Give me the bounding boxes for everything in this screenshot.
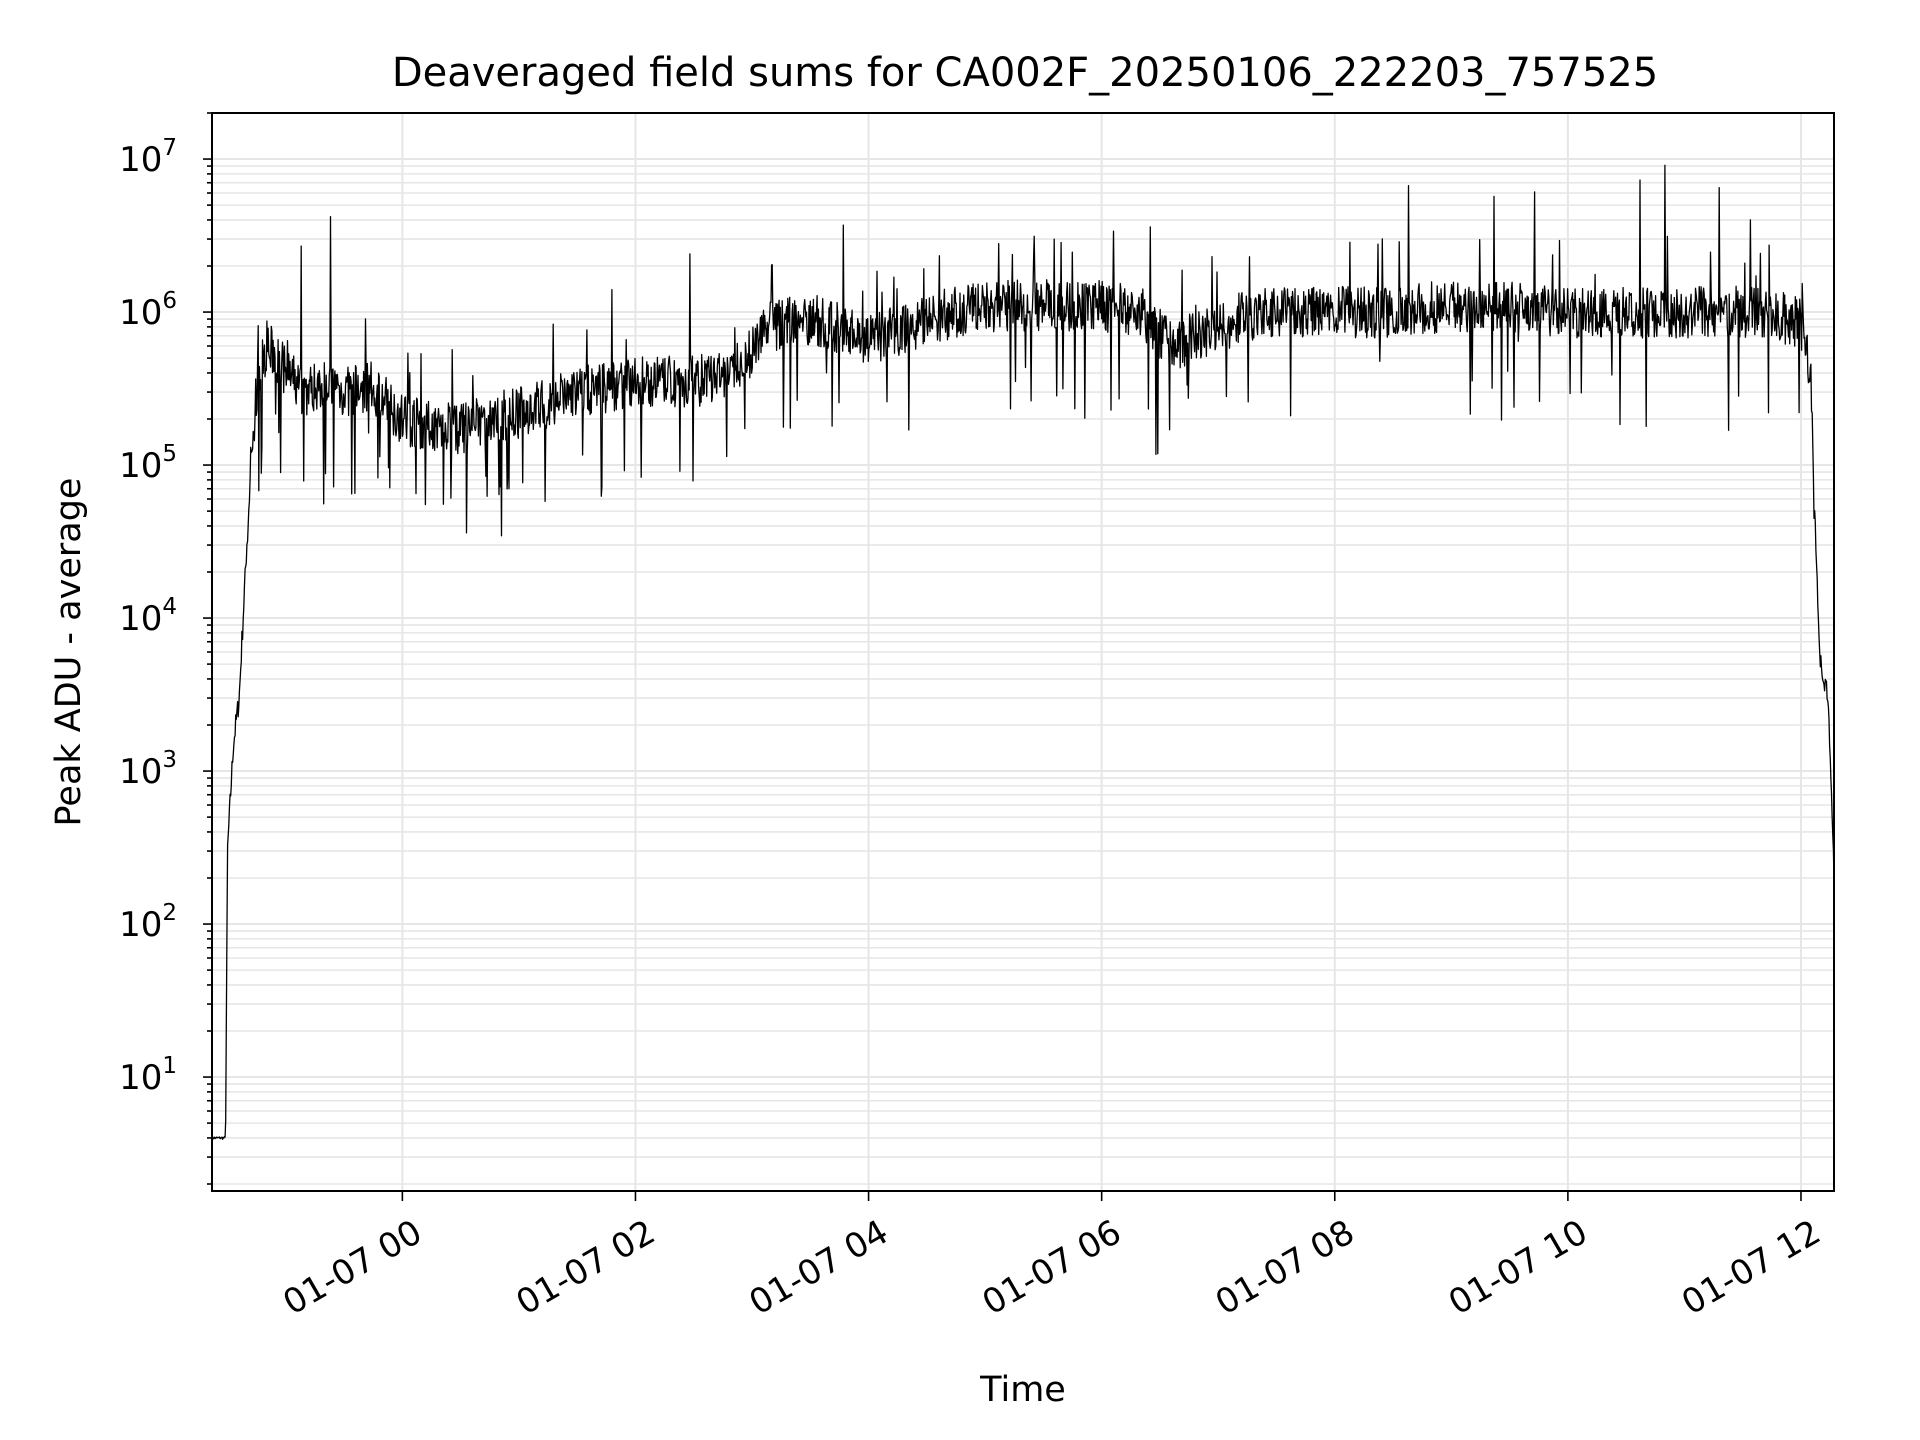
- series-line: [211, 164, 1835, 1140]
- y-tick-label: 105: [119, 441, 177, 486]
- y-tick-exponent: 6: [162, 288, 177, 314]
- chart-title: Deaveraged field sums for CA002F_2025010…: [392, 50, 1658, 96]
- data-line-layer: [211, 164, 1835, 1140]
- y-tick-base: 10: [119, 446, 162, 486]
- y-tick-base: 10: [119, 752, 162, 792]
- y-tick-label: 107: [119, 135, 177, 180]
- y-tick-base: 10: [119, 905, 162, 945]
- y-tick-label: 103: [119, 747, 177, 792]
- y-tick-label: 106: [119, 288, 177, 333]
- x-axis-label: Time: [979, 1370, 1066, 1410]
- y-tick-exponent: 4: [162, 594, 177, 620]
- y-axis-label: Peak ADU - average: [49, 478, 89, 827]
- y-tick-exponent: 2: [162, 900, 177, 926]
- y-tick-exponent: 3: [162, 747, 177, 773]
- y-tick-base: 10: [119, 599, 162, 639]
- y-tick-base: 10: [119, 1058, 162, 1098]
- y-tick-base: 10: [119, 293, 162, 333]
- y-tick-exponent: 5: [162, 441, 177, 467]
- y-tick-label: 104: [119, 594, 177, 639]
- y-tick-exponent: 1: [162, 1053, 177, 1079]
- grid: [212, 112, 1834, 1191]
- y-tick-label: 102: [119, 900, 177, 945]
- y-tick-label: 101: [119, 1053, 177, 1098]
- y-tick-base: 10: [119, 140, 162, 180]
- y-tick-exponent: 7: [162, 135, 177, 161]
